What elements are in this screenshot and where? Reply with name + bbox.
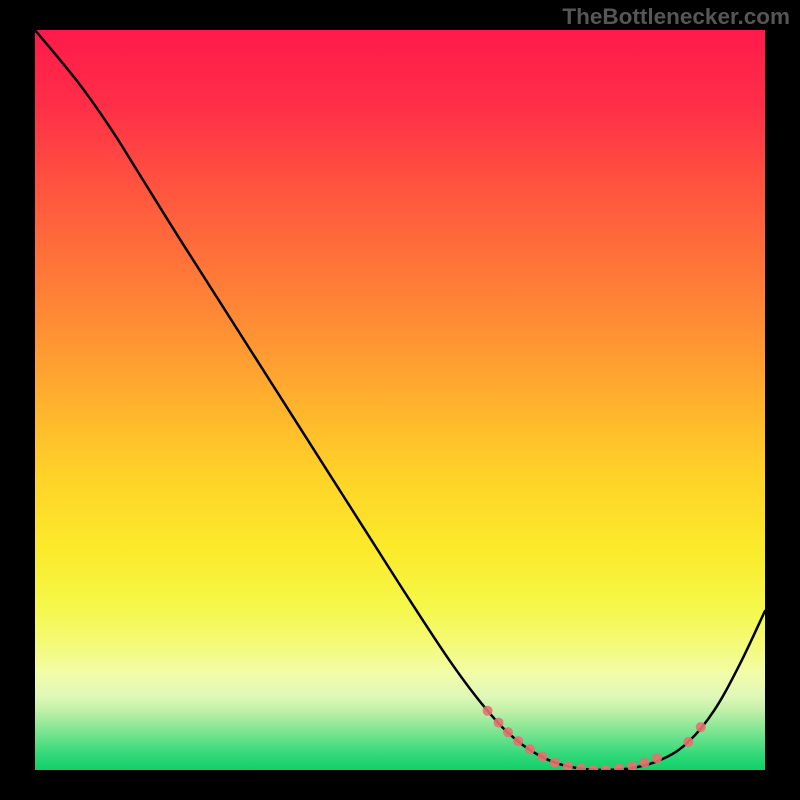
marker-dot bbox=[483, 706, 493, 716]
marker-dot bbox=[525, 744, 535, 754]
marker-dot bbox=[550, 758, 560, 768]
gradient-background bbox=[35, 30, 765, 770]
chart-area bbox=[35, 30, 765, 770]
marker-dot bbox=[503, 727, 513, 737]
marker-dot bbox=[640, 758, 650, 768]
marker-dot bbox=[494, 718, 504, 728]
marker-dot bbox=[652, 753, 662, 763]
watermark-text: TheBottlenecker.com bbox=[562, 4, 790, 30]
marker-dot bbox=[537, 752, 547, 762]
chart-svg bbox=[35, 30, 765, 770]
marker-dot bbox=[513, 736, 523, 746]
chart-container: TheBottlenecker.com bbox=[0, 0, 800, 800]
marker-dot bbox=[696, 722, 706, 732]
marker-dot bbox=[683, 737, 693, 747]
